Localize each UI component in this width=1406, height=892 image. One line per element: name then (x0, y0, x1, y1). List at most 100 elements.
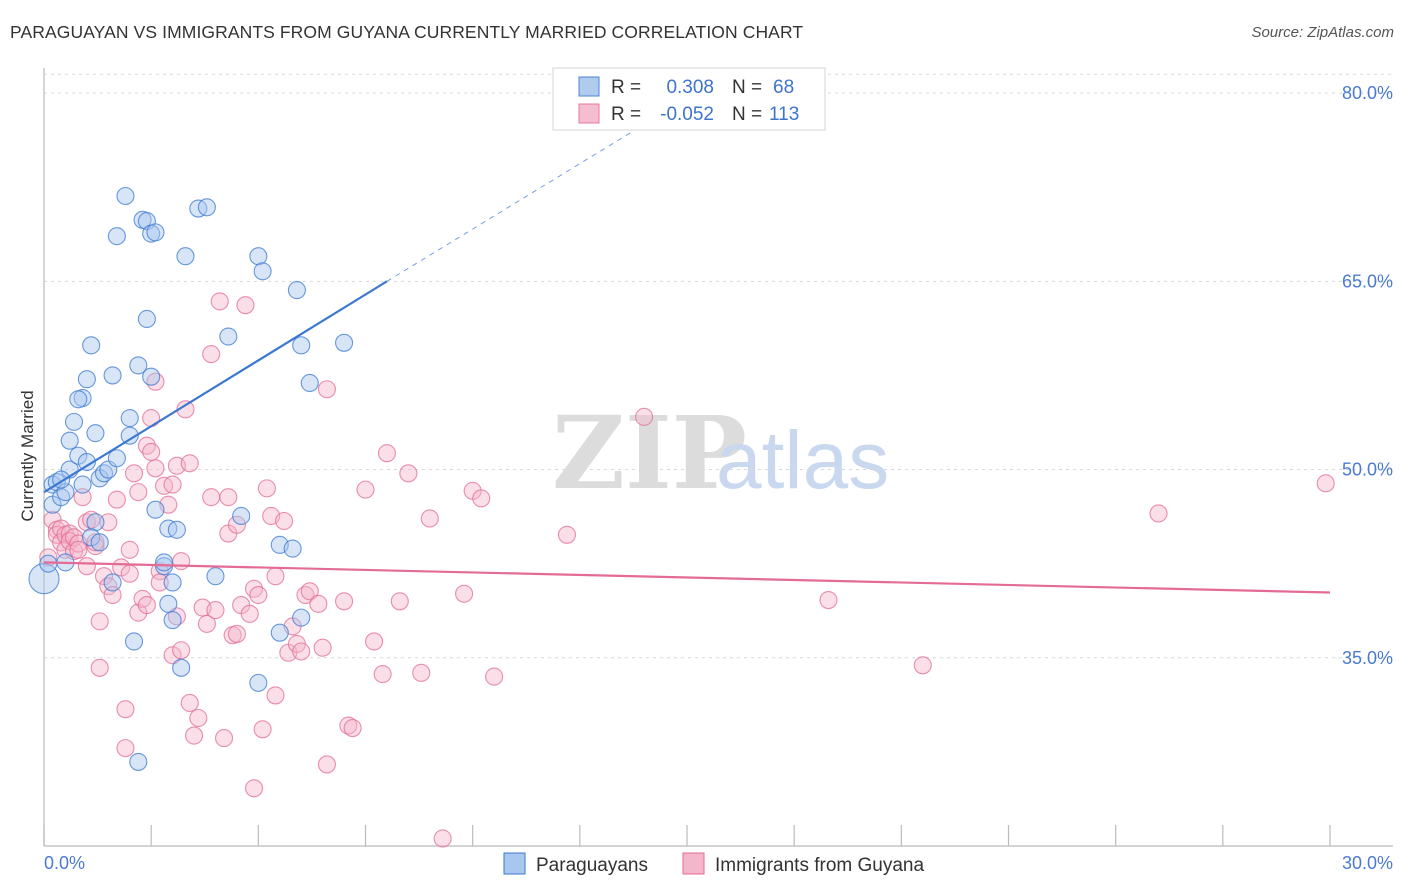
guyana-point (129, 483, 148, 502)
y-tick-label: 35.0% (1342, 648, 1393, 668)
paraguayans-point (77, 370, 96, 389)
guyana-point (257, 479, 276, 498)
guyana-point (365, 632, 384, 651)
paraguayans-point (335, 333, 354, 352)
guyana-point (455, 584, 474, 603)
guyana-point (249, 585, 268, 605)
guyana-point (219, 488, 238, 507)
paraguayans-point (206, 567, 225, 586)
guyana-point (197, 614, 216, 633)
paraguayans-point (60, 431, 79, 450)
guyana-point (214, 729, 234, 748)
legend-swatch-pink (578, 103, 600, 124)
guyana-point (275, 511, 294, 531)
legend-label-guyana: Immigrants from Guyana (715, 855, 924, 876)
paraguayans-point (249, 673, 268, 692)
paraguayans-point (249, 247, 268, 266)
paraguayans-point (82, 528, 101, 547)
guyana-point (116, 700, 135, 719)
paraguayans-point (253, 262, 272, 281)
watermark-atlas: atlas (716, 415, 889, 506)
paraguayans-point (107, 227, 126, 246)
paraguayans-point (163, 611, 182, 630)
guyana-point (913, 656, 932, 675)
series-paraguayans-points (28, 186, 354, 771)
guyana-point (77, 557, 96, 576)
paraguayans-point (86, 513, 105, 532)
paraguayans-point (154, 553, 174, 572)
chart-title: PARAGUAYAN VS IMMIGRANTS FROM GUYANA CUR… (10, 22, 804, 42)
watermark-zip: ZIP (552, 394, 747, 512)
guyana-point (180, 693, 199, 712)
paraguayans-point (159, 594, 178, 613)
guyana-point (317, 380, 336, 399)
guyana-point (69, 540, 88, 559)
paraguayans-point (167, 520, 186, 539)
paraguayans-point (219, 327, 238, 346)
guyana-point (557, 525, 577, 544)
paraguayans-point (77, 452, 96, 472)
paraguayans-point (120, 426, 139, 445)
x-tick-label-min: 0.0% (44, 853, 85, 873)
legend-n-value-1: 68 (773, 77, 794, 98)
paraguayans-point (172, 658, 191, 677)
guyana-point (202, 345, 221, 364)
guyana-point (116, 739, 135, 758)
y-tick-label: 50.0% (1342, 460, 1393, 480)
y-axis-label: Currently Married (18, 390, 37, 521)
guyana-point (107, 490, 126, 509)
gridlines (44, 73, 1393, 659)
guyana-point (412, 663, 431, 682)
guyana-point (146, 459, 165, 478)
paraguayans-point (287, 281, 306, 300)
guyana-point (390, 592, 409, 611)
guyana-point (485, 667, 504, 686)
legend-r-value-1: 0.308 (666, 77, 714, 98)
guyana-point (137, 596, 156, 615)
guyana-point (184, 726, 204, 745)
legend-swatch-blue (578, 76, 600, 97)
guyana-point (266, 567, 285, 586)
guyana-point (343, 718, 362, 738)
guyana-point (163, 475, 182, 494)
guyana-point (142, 409, 161, 428)
guyana-point (103, 585, 122, 605)
guyana-point (266, 686, 285, 705)
guyana-point (420, 509, 439, 528)
paraguayans-point (146, 223, 165, 242)
guyana-point (90, 658, 109, 677)
legend-swatch-paraguayans (503, 852, 526, 875)
guyana-point (163, 646, 182, 665)
guyana-point (172, 641, 191, 660)
trend-lines (43, 124, 1331, 594)
paraguayans-point (142, 367, 161, 386)
trend-line-paraguayans-extension (386, 124, 645, 282)
paraguayans-point (73, 475, 92, 494)
guyana-point (120, 564, 139, 583)
guyana-point (313, 638, 332, 657)
legend-swatch-guyana (682, 852, 705, 875)
paraguayans-point (176, 247, 195, 266)
paraguayans-point (163, 573, 182, 592)
guyana-point (124, 464, 144, 483)
legend-r-value-2: -0.052 (660, 104, 714, 125)
guyana-point (227, 515, 246, 534)
y-tick-label: 65.0% (1342, 271, 1393, 291)
legend-n-label-2: N = (732, 104, 762, 125)
guyana-point (172, 552, 191, 571)
paraguayans-point (232, 506, 251, 526)
guyana-point (1316, 474, 1335, 493)
paraguayans-point (283, 539, 302, 558)
paraguayans-point (124, 632, 144, 651)
paraguayans-point (197, 198, 216, 217)
paraguayans-point (69, 390, 88, 409)
guyana-point (472, 489, 491, 508)
paraguayans-point (129, 356, 148, 375)
paraguayans-point (292, 608, 311, 627)
guyana-point (635, 407, 654, 426)
guyana-point (240, 604, 259, 623)
x-tick-label-max: 30.0% (1342, 853, 1393, 873)
series-legend: Paraguayans Immigrants from Guyana (503, 852, 924, 876)
y-tick-label: 80.0% (1342, 83, 1393, 103)
paraguayans-point (137, 309, 156, 329)
